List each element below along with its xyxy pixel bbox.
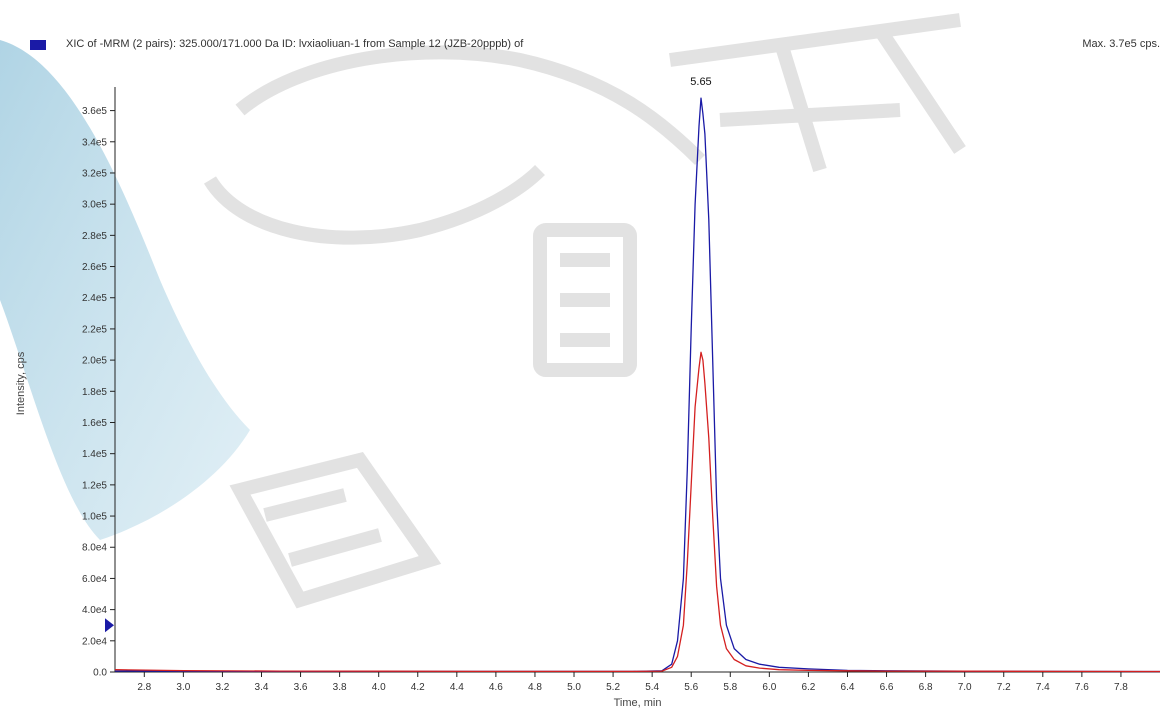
y-tick-label: 1.8e5	[82, 387, 107, 398]
peak-retention-label: 5.65	[690, 76, 711, 88]
x-tick-label: 5.0	[567, 682, 581, 693]
x-tick-label: 7.0	[958, 682, 972, 693]
y-tick-label: 2.0e5	[82, 356, 107, 367]
y-tick-label: 0.0	[93, 668, 107, 679]
y-tick-label: 2.2e5	[82, 324, 107, 335]
x-tick-label: 3.4	[255, 682, 269, 693]
y-tick-label: 8.0e4	[82, 543, 107, 554]
baseline-marker	[105, 618, 114, 633]
x-tick-label: 3.6	[294, 682, 308, 693]
y-tick-label: 2.0e4	[82, 636, 107, 647]
x-tick-label: 6.6	[880, 682, 894, 693]
x-tick-label: 3.0	[176, 682, 190, 693]
y-tick-label: 2.4e5	[82, 293, 107, 304]
series-line-2	[114, 351, 1161, 673]
x-tick-label: 2.8	[137, 682, 151, 693]
series-layer	[114, 97, 1161, 673]
chart-header: XIC of -MRM (2 pairs): 325.000/171.000 D…	[30, 38, 1160, 58]
x-tick-label: 6.0	[762, 682, 776, 693]
x-tick-label: 7.4	[1036, 682, 1050, 693]
y-axis-title: Intensity, cps	[15, 351, 27, 415]
y-tick-label: 3.6e5	[82, 106, 107, 117]
y-tick-label: 2.8e5	[82, 231, 107, 242]
x-tick-label: 6.2	[801, 682, 815, 693]
x-tick-label: 3.2	[215, 682, 229, 693]
y-tick-label: 3.2e5	[82, 168, 107, 179]
x-tick-label: 4.8	[528, 682, 542, 693]
x-tick-label: 4.6	[489, 682, 503, 693]
y-tick-label: 6.0e4	[82, 574, 107, 585]
y-tick-label: 1.0e5	[82, 512, 107, 523]
y-tick-label: 3.4e5	[82, 137, 107, 148]
x-tick-label: 4.2	[411, 682, 425, 693]
x-tick-label: 7.2	[997, 682, 1011, 693]
x-tick-label: 7.8	[1114, 682, 1128, 693]
chart-title: XIC of -MRM (2 pairs): 325.000/171.000 D…	[66, 38, 524, 50]
x-axis-title: Time, min	[614, 697, 662, 709]
x-tick-label: 6.8	[919, 682, 933, 693]
x-tick-label: 4.4	[450, 682, 464, 693]
legend-swatch	[30, 40, 46, 50]
y-tick-label: 1.2e5	[82, 480, 107, 491]
x-axis: 2.8 3.0 3.2 3.4 3.6 3.8 4.0 4.2 4.4 4.6 4.8 5.0 5.2 5…	[115, 671, 1160, 693]
y-axis: 0.0 2.0e4 4.0e4 6.0e4 8.0e4 1.0e5 1.2e5 1.4e5 1.…	[82, 87, 116, 679]
y-tick-label: 1.6e5	[82, 418, 107, 429]
x-tick-label: 4.0	[372, 682, 386, 693]
x-tick-label: 5.4	[645, 682, 659, 693]
x-tick-label: 5.2	[606, 682, 620, 693]
x-tick-label: 5.6	[684, 682, 698, 693]
y-tick-label: 1.4e5	[82, 449, 107, 460]
y-tick-label: 4.0e4	[82, 605, 107, 616]
series-line-1	[114, 97, 1161, 673]
x-tick-label: 6.4	[841, 682, 855, 693]
x-tick-label: 3.8	[333, 682, 347, 693]
x-tick-label: 5.8	[723, 682, 737, 693]
annotation-layer: 5.65	[690, 76, 711, 88]
y-tick-label: 3.0e5	[82, 200, 107, 211]
max-intensity-label: Max. 3.7e5 cps.	[1082, 38, 1160, 50]
y-tick-label: 2.6e5	[82, 262, 107, 273]
x-tick-label: 7.6	[1075, 682, 1089, 693]
